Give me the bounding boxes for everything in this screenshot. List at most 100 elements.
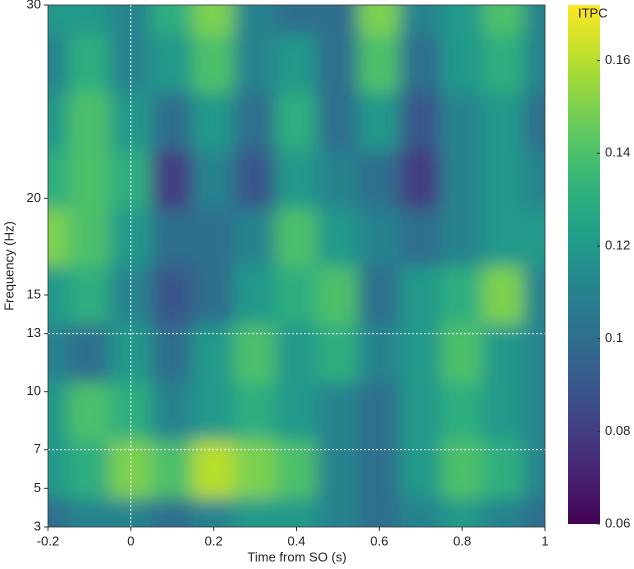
colorbar-tick-label: 0.12: [605, 237, 630, 252]
heatmap-cell: [151, 33, 194, 93]
heatmap-cell: [233, 323, 277, 383]
heatmap-cell: [482, 497, 525, 527]
y-tick-label: 13: [27, 325, 41, 340]
heatmap-cell: [233, 33, 277, 93]
colorbar-tick-label: 0.08: [605, 423, 630, 438]
colorbar-tick-label: 0.14: [605, 145, 630, 160]
heatmap-cell: [233, 265, 277, 325]
heatmap-cell: [68, 5, 111, 35]
heatmap-cell: [233, 497, 277, 527]
heatmap-cell: [523, 149, 545, 209]
heatmap-cell: [440, 323, 484, 383]
heatmap-cell: [523, 33, 545, 93]
heatmap-cell: [48, 381, 70, 441]
heatmap-cell: [523, 323, 545, 383]
heatmap-cell: [233, 91, 277, 151]
y-tick-label: 10: [27, 383, 41, 398]
heatmap-cell: [358, 265, 401, 325]
heatmap-cell: [316, 439, 360, 499]
heatmap-cell: [192, 497, 235, 527]
y-tick-label: 15: [27, 286, 41, 301]
heatmap-cell: [192, 91, 235, 151]
heatmap-cell: [192, 265, 235, 325]
heatmap-cell: [399, 439, 442, 499]
colorbar-label: ITPC: [578, 5, 608, 20]
heatmap-cell: [440, 497, 484, 527]
heatmap-cell: [358, 91, 401, 151]
heatmap-cell: [151, 439, 194, 499]
heatmap-cell: [151, 497, 194, 527]
heatmap-cell: [68, 207, 111, 267]
heatmap-cell: [399, 149, 442, 209]
heatmap-cell: [399, 323, 442, 383]
heatmap-cell: [233, 207, 277, 267]
heatmap-cell: [482, 381, 525, 441]
colorbar-tick-label: 0.06: [605, 515, 630, 530]
heatmap-cell: [68, 323, 111, 383]
heatmap-cell: [68, 439, 111, 499]
heatmap-cell: [192, 207, 235, 267]
colorbar: [568, 5, 600, 524]
y-tick-label: 3: [34, 518, 41, 533]
heatmap-cell: [440, 439, 484, 499]
x-tick-label: 0.2: [205, 533, 223, 548]
heatmap-cell: [48, 91, 70, 151]
heatmap-cell: [440, 149, 484, 209]
heatmap-cell: [482, 33, 525, 93]
heatmap-cell: [482, 265, 525, 325]
heatmap-cell: [399, 33, 442, 93]
heatmap-cell: [316, 381, 360, 441]
heatmap-cell: [316, 323, 360, 383]
heatmap-cell: [399, 207, 442, 267]
heatmap-cell: [233, 439, 277, 499]
x-tick-label: 1: [541, 533, 548, 548]
heatmap-cell: [440, 33, 484, 93]
heatmap-cell: [358, 439, 401, 499]
heatmap-cell: [482, 91, 525, 151]
heatmap-cell: [316, 207, 360, 267]
heatmap-cell: [399, 91, 442, 151]
heatmap-cell: [48, 33, 70, 93]
heatmap-cell: [523, 207, 545, 267]
heatmap-cell: [482, 207, 525, 267]
heatmap-cell: [151, 265, 194, 325]
heatmap-cell: [440, 5, 484, 35]
heatmap-cell: [192, 33, 235, 93]
heatmap: [48, 5, 545, 527]
heatmap-cell: [523, 5, 545, 35]
heatmap-cell: [48, 5, 70, 35]
heatmap-cell: [358, 381, 401, 441]
heatmap-cell: [316, 33, 360, 93]
heatmap-cell: [275, 91, 318, 151]
heatmap-cell: [358, 33, 401, 93]
heatmap-cell: [399, 497, 442, 527]
heatmap-cell: [523, 381, 545, 441]
heatmap-cell: [399, 265, 442, 325]
heatmap-cell: [192, 5, 235, 35]
y-tick-label: 20: [27, 190, 41, 205]
heatmap-cell: [275, 5, 318, 35]
y-axis-label: Frequency (Hz): [1, 221, 16, 311]
heatmap-cell: [48, 265, 70, 325]
heatmap-cell: [358, 207, 401, 267]
heatmap-cell: [275, 207, 318, 267]
heatmap-cell: [192, 149, 235, 209]
heatmap-cell: [48, 323, 70, 383]
colorbar-tick-label: 0.16: [605, 52, 630, 67]
x-axis-label: Time from SO (s): [247, 549, 346, 564]
x-tick-label: 0.4: [287, 533, 305, 548]
heatmap-cell: [275, 33, 318, 93]
heatmap-cell: [48, 207, 70, 267]
heatmap-cell: [233, 5, 277, 35]
heatmap-cell: [68, 265, 111, 325]
heatmap-cell: [151, 323, 194, 383]
y-tick-label: 7: [34, 441, 41, 456]
heatmap-cell: [523, 439, 545, 499]
colorbar-tick-label: 0.1: [605, 330, 623, 345]
x-tick-label: 0: [127, 533, 134, 548]
heatmap-cell: [275, 265, 318, 325]
y-tick-label: 30: [27, 0, 41, 11]
heatmap-cell: [233, 149, 277, 209]
x-tick-label: 0.8: [453, 533, 471, 548]
